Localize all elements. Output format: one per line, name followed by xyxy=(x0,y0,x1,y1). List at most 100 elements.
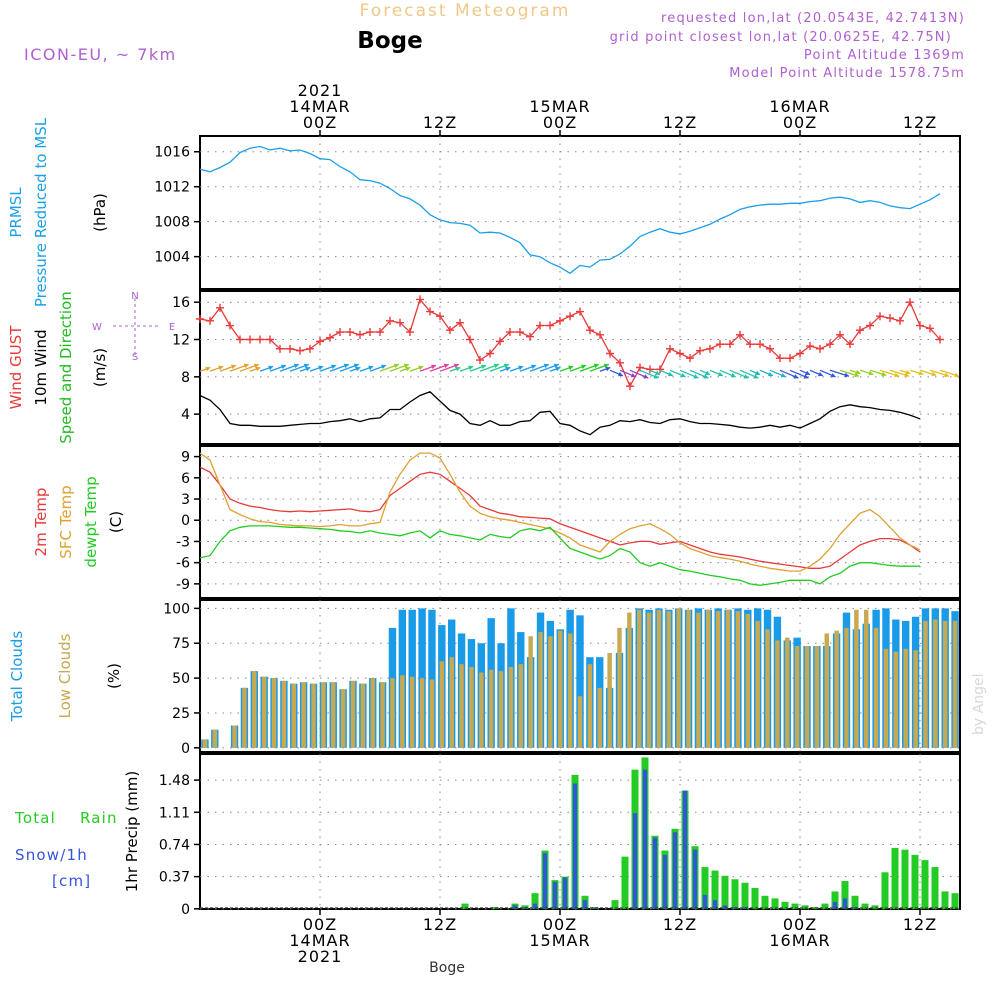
bar xyxy=(765,629,770,748)
x-tick-label-bottom: 16MAR xyxy=(769,931,830,950)
gust-marker xyxy=(606,349,614,358)
bar xyxy=(873,627,879,748)
bar xyxy=(548,636,553,748)
wind-arrow-head xyxy=(243,363,249,369)
gust-marker xyxy=(926,324,934,333)
axis-label: Pressure Reduced to MSL xyxy=(32,117,50,307)
gust-marker xyxy=(516,328,524,337)
bar xyxy=(232,725,237,748)
y-tick-label: 6 xyxy=(181,471,190,487)
bar xyxy=(952,620,958,748)
axis-label: (%) xyxy=(105,663,123,689)
bar xyxy=(252,671,257,748)
x-tick-label-bottom: 00Z xyxy=(543,915,577,934)
bar xyxy=(212,729,218,748)
bar xyxy=(741,882,749,909)
y-tick-label: 0.37 xyxy=(159,870,190,886)
bar xyxy=(791,903,799,909)
wind-arrow-head xyxy=(944,372,950,378)
y-tick-label: 4 xyxy=(181,407,190,423)
bar xyxy=(409,676,415,748)
gust-marker xyxy=(336,328,344,337)
wind-arrow-head xyxy=(343,363,349,369)
wind-arrow-head xyxy=(881,371,887,377)
bar xyxy=(340,689,346,748)
gust-marker xyxy=(816,344,824,353)
wind-arrow-head xyxy=(518,365,524,371)
wind-arrow-head xyxy=(253,363,259,369)
wind-arrow-head xyxy=(431,364,436,370)
gust-marker xyxy=(686,354,694,363)
bar xyxy=(702,894,708,909)
bar xyxy=(854,609,859,748)
gust-marker xyxy=(466,335,474,344)
bar xyxy=(923,620,928,748)
wind-arrow-head xyxy=(693,374,699,379)
y-tick-label: 3 xyxy=(181,492,190,508)
bar xyxy=(686,609,691,748)
y-tick-label: -6 xyxy=(176,556,190,572)
axis-label: (C) xyxy=(107,511,125,533)
bar xyxy=(901,849,909,909)
bar xyxy=(715,611,721,748)
wind-arrow-head xyxy=(868,370,874,376)
bar xyxy=(380,682,385,748)
panel-wind: 4 8 12 16 Wind GUST 10m Wind Speed and Directi… xyxy=(7,290,961,445)
gust-marker xyxy=(246,335,254,344)
gust-marker xyxy=(836,330,844,339)
wind-arrow-head xyxy=(281,364,286,370)
bar xyxy=(672,832,678,909)
bar xyxy=(841,880,849,909)
bar xyxy=(311,683,316,748)
bar xyxy=(552,881,558,909)
gust-marker xyxy=(876,312,884,321)
gust-marker xyxy=(616,358,624,367)
bar xyxy=(864,609,869,748)
panel-pressure: 1004 1008 1012 1016 PRMSL Pressure Reduced to… xyxy=(7,117,961,307)
gust-marker xyxy=(826,340,834,349)
wind-arrow-head xyxy=(617,371,623,377)
y-tick-label: 0.74 xyxy=(159,837,190,853)
gust-marker xyxy=(596,330,604,339)
bar xyxy=(518,664,523,748)
bar xyxy=(883,648,889,748)
bar xyxy=(400,675,405,748)
wind-arrow-head xyxy=(455,366,461,372)
wind-arrow-head xyxy=(205,366,211,372)
wind-arrow-head xyxy=(381,364,386,370)
series-line xyxy=(199,391,921,436)
gust-marker xyxy=(356,330,364,339)
bar xyxy=(642,769,648,909)
axis-label: 10m Wind xyxy=(32,329,50,405)
bar xyxy=(745,613,751,748)
wind-arrow-head xyxy=(755,370,761,376)
gust-marker xyxy=(566,312,574,321)
gust-marker xyxy=(426,307,434,316)
x-tick-label-top: 2021 xyxy=(298,81,343,100)
bar xyxy=(682,790,688,909)
gust-marker xyxy=(846,340,854,349)
bar xyxy=(567,633,573,748)
bar xyxy=(512,905,518,909)
wind-arrow-head xyxy=(605,366,611,372)
panel-precipitation: 0 0.37 0.74 1.11 1.48 1hr Precip (mm) Total Rai… xyxy=(14,753,961,918)
bar xyxy=(646,612,652,748)
gust-marker xyxy=(896,316,904,325)
axis-label: Rain xyxy=(80,809,118,827)
gust-marker xyxy=(326,333,334,342)
bar xyxy=(577,696,583,748)
gust-marker xyxy=(286,344,294,353)
bar xyxy=(587,664,593,748)
bar xyxy=(597,687,602,748)
wind-arrow-head xyxy=(918,370,924,376)
wind-arrow-head xyxy=(403,363,409,369)
bar xyxy=(652,837,658,909)
wind-arrow-head xyxy=(904,372,910,378)
axis-label: [cm] xyxy=(52,872,91,890)
axis-label: Total xyxy=(14,809,56,827)
bar xyxy=(419,678,425,748)
series-line xyxy=(199,466,921,569)
bar xyxy=(891,847,899,909)
wind-arrow-head xyxy=(854,372,860,378)
